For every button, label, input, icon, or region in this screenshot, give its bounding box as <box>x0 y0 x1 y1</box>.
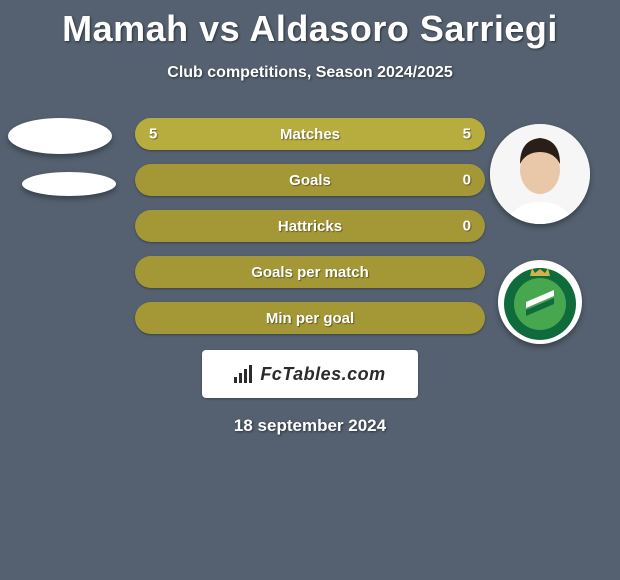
subtitle: Club competitions, Season 2024/2025 <box>0 64 620 82</box>
player-avatar <box>490 124 590 224</box>
stat-label: Goals per match <box>251 264 369 281</box>
date-text: 18 september 2024 <box>0 416 620 436</box>
stat-row: 0 Goals <box>135 164 485 196</box>
stat-value-right: 0 <box>463 172 471 189</box>
stat-label: Min per goal <box>266 310 354 327</box>
club-crest-svg <box>498 260 582 344</box>
brand-text: FcTables.com <box>260 364 385 385</box>
stat-value-right: 0 <box>463 218 471 235</box>
stat-value-right: 5 <box>463 126 471 143</box>
left-ellipse-small <box>22 172 116 196</box>
stat-label: Matches <box>280 126 340 143</box>
page-title: Mamah vs Aldasoro Sarriegi <box>0 0 620 50</box>
stat-row: 0 Hattricks <box>135 210 485 242</box>
stat-label: Goals <box>289 172 331 189</box>
stat-row: Goals per match <box>135 256 485 288</box>
brand-badge: FcTables.com <box>202 350 418 398</box>
stat-row: Min per goal <box>135 302 485 334</box>
club-crest <box>498 260 582 344</box>
stat-row: 5 5 Matches <box>135 118 485 150</box>
left-ellipse-large <box>8 118 112 154</box>
stat-value-left: 5 <box>149 126 157 143</box>
stat-label: Hattricks <box>278 218 342 235</box>
bars-icon <box>234 365 256 383</box>
left-decor <box>8 118 116 196</box>
player-avatar-svg <box>490 124 590 224</box>
